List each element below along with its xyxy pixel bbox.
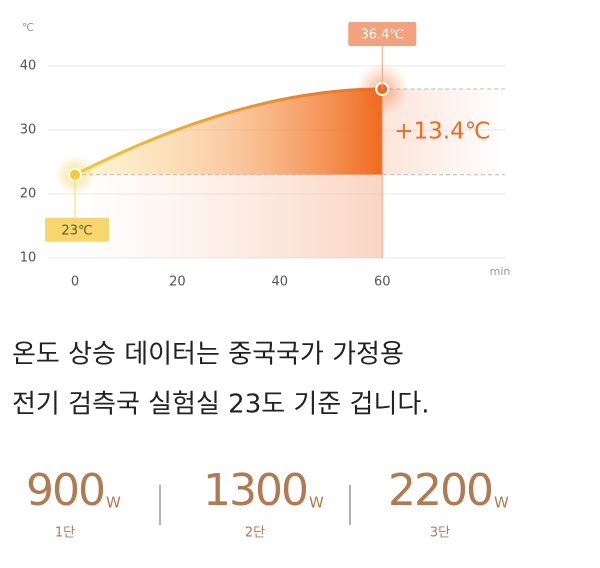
power-unit: W (309, 494, 324, 512)
power-unit: W (106, 494, 121, 512)
rise-area (75, 89, 383, 175)
power-value: 1300 (203, 465, 307, 516)
description-line: 온도 상승 데이터는 중국국가 가정용 (12, 340, 404, 370)
y-tick-label: 40 (20, 59, 37, 74)
temperature-line (74, 87, 383, 177)
description-line: 전기 검측국 실험실 23도 기준 겁니다. (12, 390, 430, 420)
x-unit: min (490, 265, 511, 278)
description: 온도 상승 데이터는 중국국가 가정용 전기 검측국 실험실 23도 기준 겁니… (12, 340, 430, 420)
y-unit: ℃ (22, 21, 34, 34)
x-tick-label: 60 (374, 275, 391, 290)
y-tick-label: 10 (20, 251, 37, 266)
y-tick-label: 20 (20, 187, 37, 202)
value-label-box (45, 217, 109, 242)
chart: ℃ min 10 20 30 40 0 20 40 60 23℃ 36.4℃ +13.4℃ (20, 21, 511, 290)
value-label: 23℃ (61, 223, 92, 238)
x-tick-label: 20 (169, 275, 186, 290)
x-tick-label: 0 (71, 275, 79, 290)
lower-area (75, 174, 383, 258)
power-label: 3단 (430, 526, 450, 541)
annotation: +13.4℃ (394, 118, 490, 144)
value-label: 36.4℃ (360, 28, 404, 43)
power-unit: W (494, 494, 509, 512)
y-tick-label: 30 (20, 123, 37, 138)
x-tick-label: 40 (272, 275, 289, 290)
power-value: 2200 (388, 465, 492, 516)
power-value: 900 (26, 465, 104, 516)
power-label: 1단 (55, 526, 75, 541)
value-label-box (348, 22, 417, 47)
power-label: 2단 (245, 526, 265, 541)
